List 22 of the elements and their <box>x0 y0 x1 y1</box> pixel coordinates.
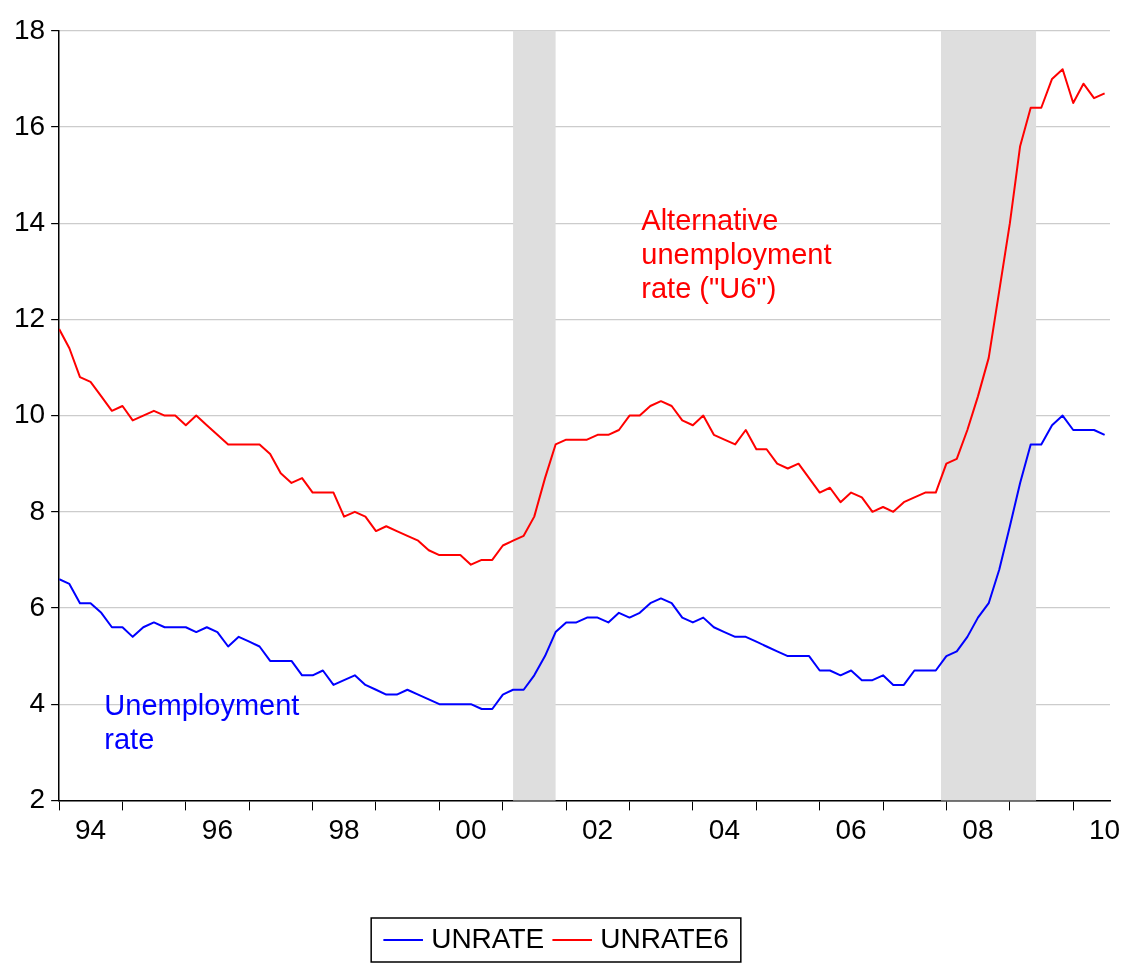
x-tick-label: 98 <box>328 813 360 845</box>
y-tick-label: 12 <box>13 302 46 334</box>
y-tick-label: 16 <box>13 109 46 141</box>
y-tick-label: 6 <box>29 590 46 622</box>
x-tick-label: 06 <box>835 813 867 845</box>
x-tick-label: 10 <box>1089 813 1121 845</box>
y-tick-label: 2 <box>29 783 46 815</box>
y-tick-label: 4 <box>29 686 46 718</box>
y-tick-label: 14 <box>13 205 46 237</box>
annotation: Alternative unemployment rate ("U6") <box>641 204 832 305</box>
x-tick-label: 04 <box>708 813 741 845</box>
y-tick-label: 10 <box>13 398 46 430</box>
x-tick-label: 96 <box>201 813 233 845</box>
x-tick-label: 08 <box>962 813 994 845</box>
legend-label: UNRATE6 <box>600 922 729 954</box>
x-tick-label: 94 <box>74 813 107 845</box>
annotation: Unemployment rate <box>104 689 300 756</box>
x-tick-label: 02 <box>582 813 614 845</box>
y-tick-label: 18 <box>13 13 46 45</box>
y-tick-label: 8 <box>29 494 46 526</box>
x-tick-label: 00 <box>455 813 487 845</box>
legend-label: UNRATE <box>431 922 545 954</box>
